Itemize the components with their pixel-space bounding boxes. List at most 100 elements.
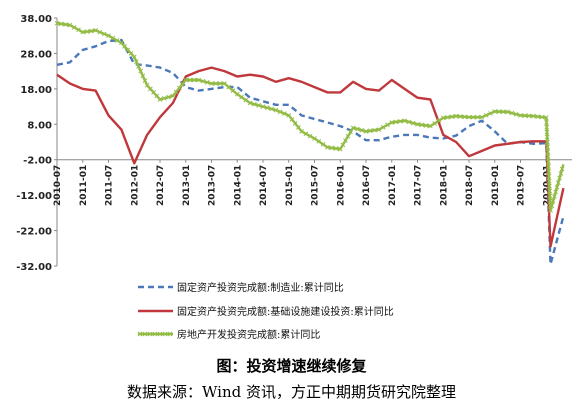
series-point-marker xyxy=(54,20,60,26)
series-point-marker xyxy=(415,121,420,127)
series-point-marker xyxy=(67,22,73,28)
series-point-marker xyxy=(134,59,139,65)
series-point-marker xyxy=(428,123,433,129)
series-point-marker xyxy=(397,118,403,124)
series-point-marker xyxy=(200,78,206,84)
series-point-marker xyxy=(131,54,137,60)
series-point-marker xyxy=(513,111,519,117)
series-point-marker xyxy=(106,33,111,39)
series-point-marker xyxy=(282,111,287,117)
series-point-marker xyxy=(345,133,351,139)
series-point-marker xyxy=(546,168,552,174)
series-point-marker xyxy=(462,114,468,120)
series-point-marker xyxy=(166,94,171,100)
series-point-marker xyxy=(292,121,298,126)
figure-caption-title: 图：投资增速继续修复 xyxy=(216,357,367,375)
series-point-marker xyxy=(264,105,270,111)
series-point-marker xyxy=(546,178,552,184)
legend-marker xyxy=(167,331,173,337)
series-point-marker xyxy=(492,109,498,114)
series-point-marker xyxy=(440,115,446,121)
legend-label-3: 房地产开发投资完成额:累计同比 xyxy=(177,328,320,341)
x-tick-label: 2017-01 xyxy=(388,165,398,206)
x-tick-label: 2015-01 xyxy=(285,165,295,206)
series-point-marker xyxy=(531,113,536,119)
series-point-marker xyxy=(479,114,485,120)
series-point-marker xyxy=(142,78,148,83)
series-point-marker xyxy=(545,149,551,155)
series-point-marker xyxy=(518,113,523,118)
series-point-marker xyxy=(544,124,550,130)
x-tick-label: 2016-01 xyxy=(336,165,346,206)
series-point-marker xyxy=(544,134,550,140)
series-point-marker xyxy=(161,95,167,101)
y-tick-label: -22.00 xyxy=(16,227,52,238)
series-point-marker xyxy=(350,125,356,131)
series-point-marker xyxy=(320,142,326,147)
series-point-marker xyxy=(559,166,565,172)
y-tick-label: 18.00 xyxy=(20,85,52,96)
series-point-marker xyxy=(239,94,244,100)
series-point-marker xyxy=(449,114,455,120)
series-point-marker xyxy=(122,43,127,49)
series-point-marker xyxy=(125,47,131,53)
series-point-marker xyxy=(191,77,197,83)
series-point-marker xyxy=(385,122,390,128)
series-point-marker xyxy=(76,27,81,33)
series-point-marker xyxy=(359,127,365,133)
series-point-marker xyxy=(363,129,369,134)
figure-caption-source: 数据来源：Wind 资讯，方正中期期货研究院整理 xyxy=(127,383,456,401)
series-point-marker xyxy=(269,106,274,112)
y-tick-label: -2.00 xyxy=(23,156,52,167)
series-point-marker xyxy=(337,146,343,152)
y-tick-label: -12.00 xyxy=(16,191,52,202)
series-point-marker xyxy=(372,127,377,133)
series-point-marker xyxy=(180,81,185,87)
x-tick-label: 2017-07 xyxy=(414,165,424,206)
series-point-marker xyxy=(316,139,322,144)
series-point-marker xyxy=(226,84,232,90)
series-point-marker xyxy=(550,198,556,204)
legend: 固定资产投资完成额:制造业:累计同比固定资产投资完成额:基础设施建设投资:累计同… xyxy=(137,281,394,341)
x-tick-label: 2019-01 xyxy=(491,165,501,206)
series-point-marker xyxy=(286,113,292,118)
series-point-marker xyxy=(277,109,283,115)
series-point-marker xyxy=(553,189,559,195)
x-tick-label: 2018-01 xyxy=(439,165,449,206)
series-point-marker xyxy=(80,29,86,35)
x-tick-label: 2013-07 xyxy=(208,165,218,206)
series-point-marker xyxy=(522,113,528,119)
legend-marker xyxy=(147,331,153,337)
series-point-marker xyxy=(483,112,489,118)
series-point-marker xyxy=(547,193,553,199)
legend-marker xyxy=(157,331,163,337)
series-point-marker xyxy=(234,91,240,97)
series-point-marker xyxy=(558,171,564,176)
series-point-marker xyxy=(252,101,257,107)
series-point-marker xyxy=(376,127,382,132)
series-point-marker xyxy=(213,81,219,86)
series-point-marker xyxy=(557,175,562,181)
series-point-marker xyxy=(343,138,348,143)
x-tick-label: 2014-07 xyxy=(259,165,269,206)
legend-label-1: 固定资产投资完成额:制造业:累计同比 xyxy=(177,281,344,294)
series-line-1 xyxy=(56,38,565,266)
series-point-marker xyxy=(260,104,266,109)
series-point-marker xyxy=(348,129,353,135)
legend-marker xyxy=(137,331,143,337)
series-point-marker xyxy=(299,129,304,134)
legend-marker xyxy=(152,331,158,337)
series-point-marker xyxy=(217,81,223,86)
series-point-marker xyxy=(173,89,179,95)
series-point-marker xyxy=(393,119,399,125)
series-point-marker xyxy=(547,203,553,208)
series-point-marker xyxy=(114,38,120,43)
series-point-marker xyxy=(140,73,146,79)
line-chart: 38.00 28.00 18.00 8.00 -2.00 -12.00 -22.00 -32.… xyxy=(16,14,572,341)
series-point-marker xyxy=(97,29,103,35)
series-point-marker xyxy=(432,120,438,126)
series-point-marker xyxy=(136,64,141,69)
series-point-marker xyxy=(470,114,476,120)
series-point-marker xyxy=(88,28,94,34)
series-point-marker xyxy=(110,35,116,41)
